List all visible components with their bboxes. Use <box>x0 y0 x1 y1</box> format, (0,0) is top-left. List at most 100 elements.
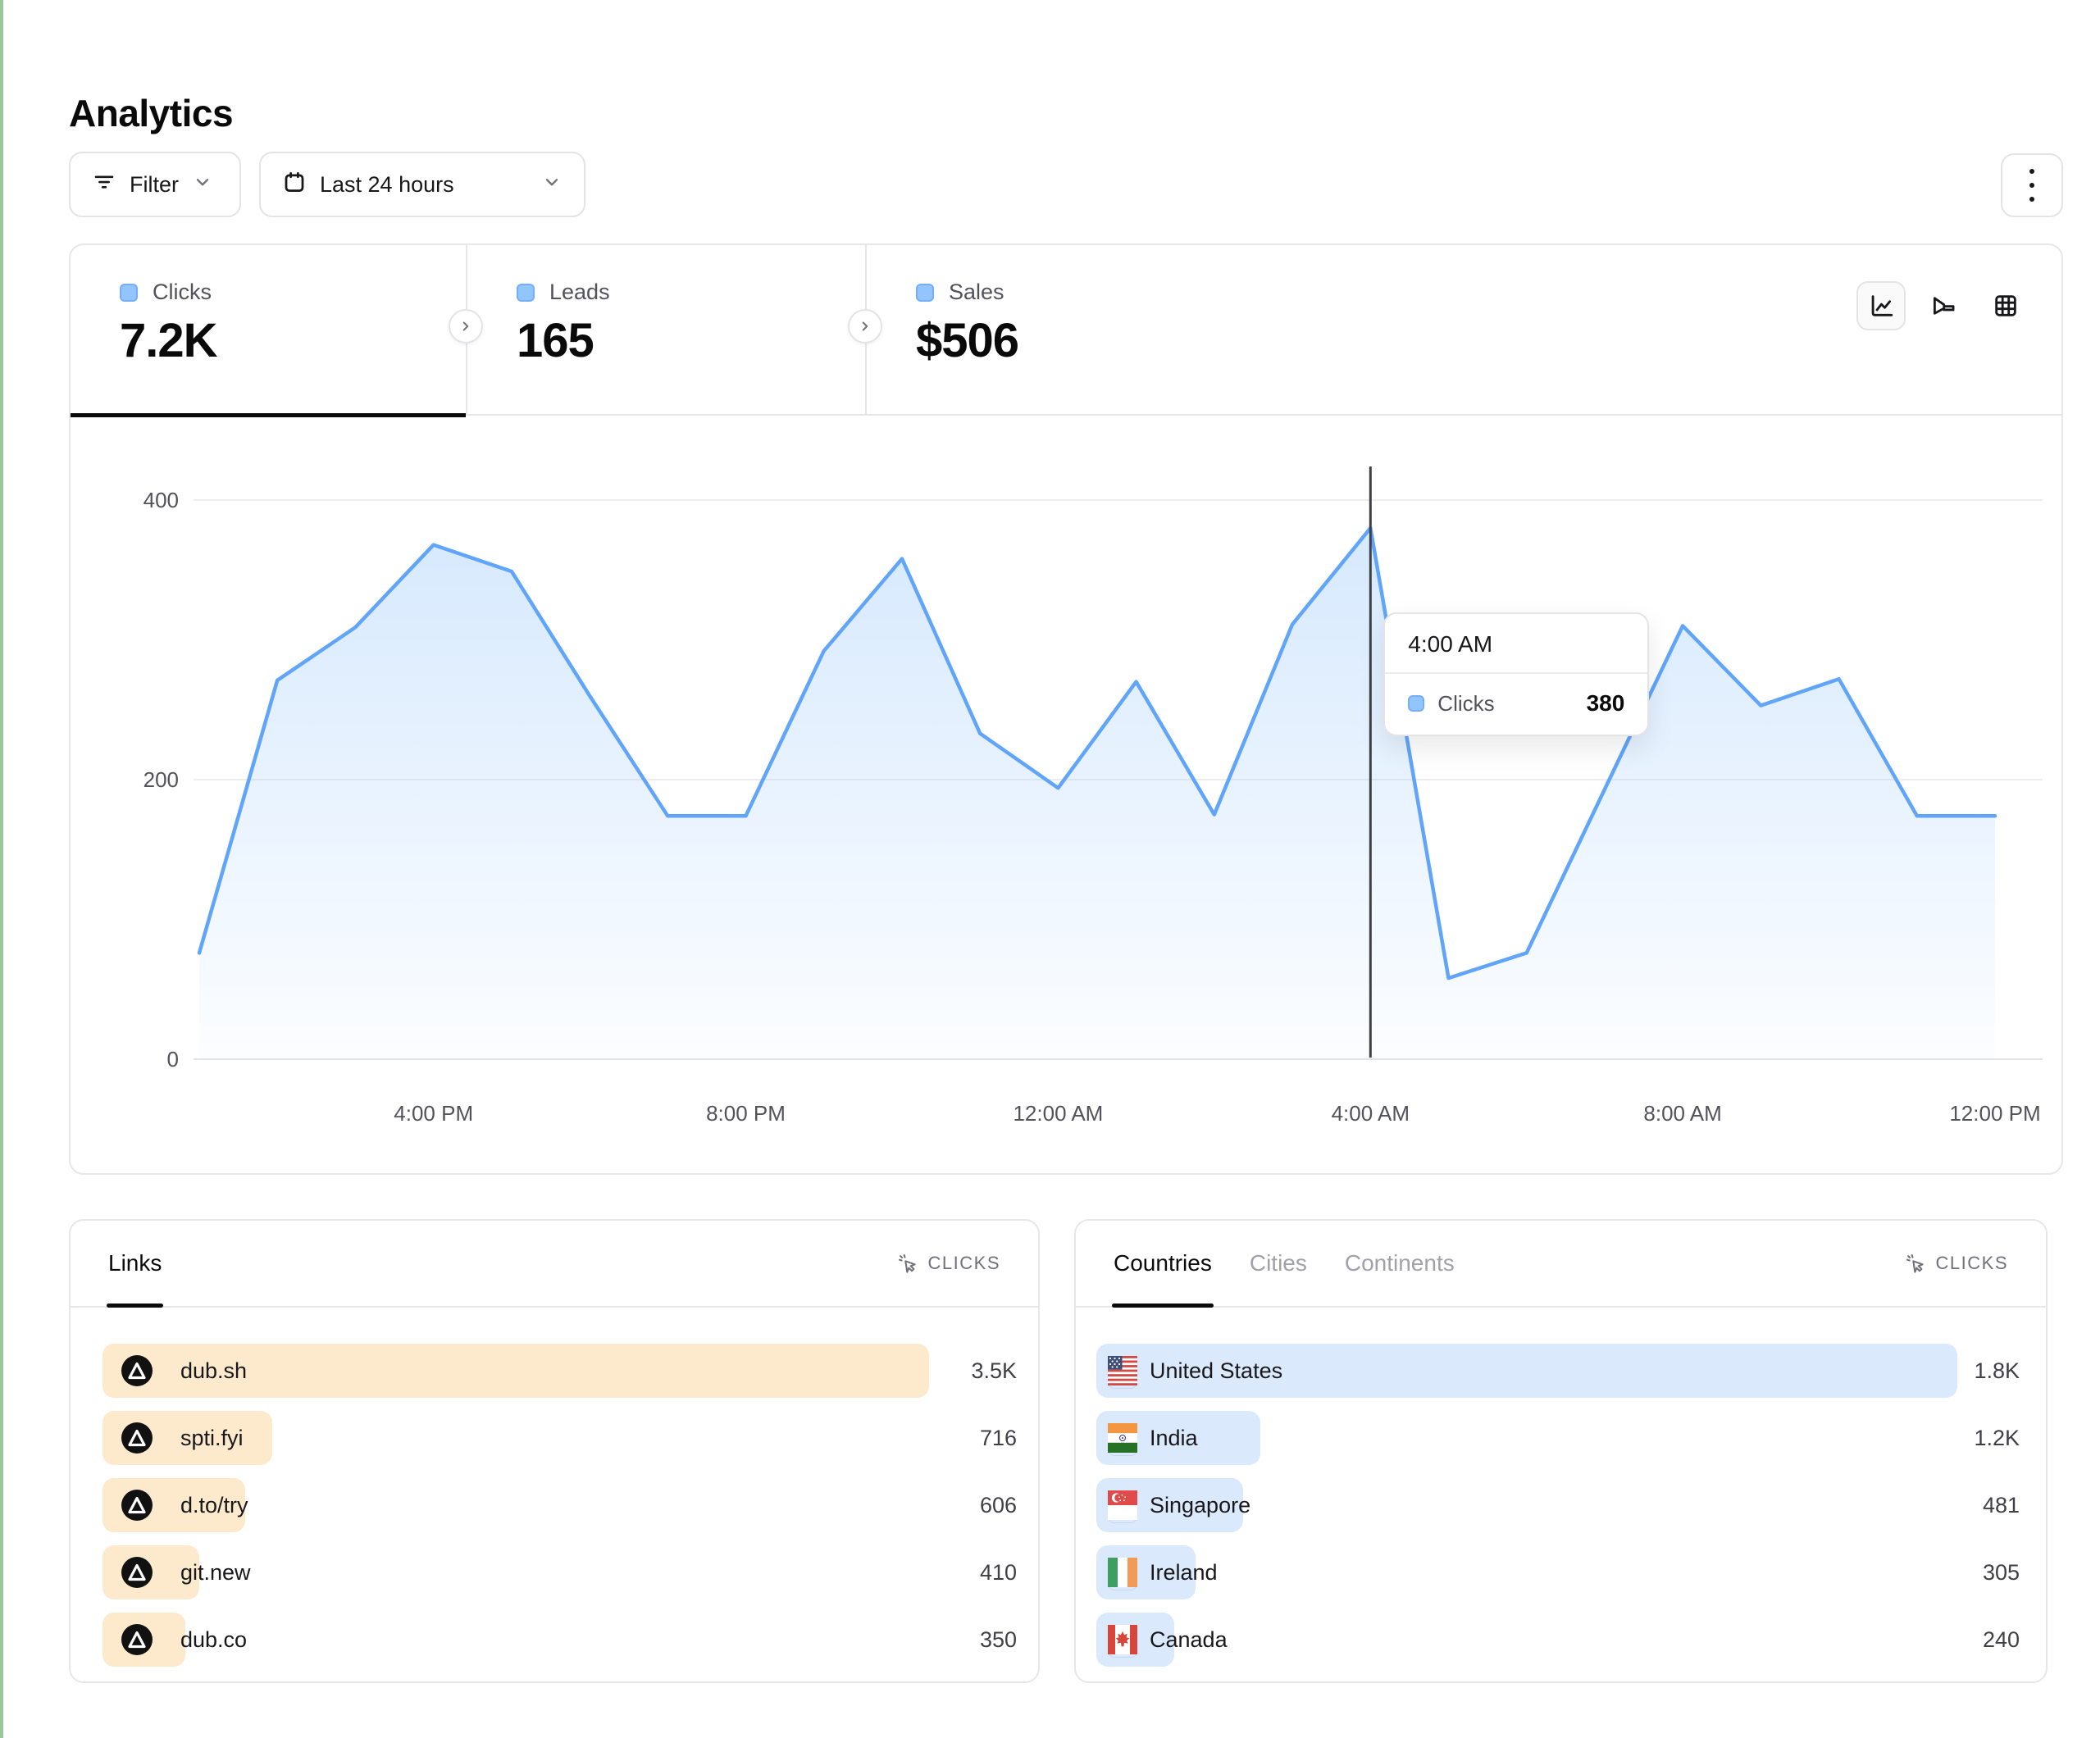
clicks-value: 7.2K <box>120 314 218 367</box>
country-row[interactable]: Canada 240 <box>1076 1613 2046 1667</box>
link-favicon-dub-logo <box>121 1490 153 1521</box>
country-label: United States <box>1150 1358 1283 1383</box>
left-edge-accent <box>0 0 3 1738</box>
svg-text:4:00 PM: 4:00 PM <box>394 1101 473 1126</box>
link-clicks-bar <box>102 1344 929 1398</box>
table-grid-icon <box>1995 295 2016 316</box>
tab-countries[interactable]: Countries <box>1112 1221 1214 1308</box>
filter-lines-icon <box>92 170 116 200</box>
country-flag <box>1108 1558 1137 1587</box>
svg-text:8:00 AM: 8:00 AM <box>1643 1101 1721 1126</box>
cursor-click-icon <box>1906 1254 1924 1273</box>
link-label: dub.co <box>180 1627 248 1652</box>
tab-clicks[interactable]: Clicks 7.2K <box>71 245 466 417</box>
link-clicks-value: 606 <box>979 1493 1017 1517</box>
link-label: dub.sh <box>180 1358 248 1383</box>
date-range-button[interactable]: Last 24 hours <box>259 152 585 217</box>
tab-clicks-label: Clicks <box>153 280 212 304</box>
links-panel: Links CLICKS dub.sh 3.5K spti.fyi 716 d.to/t… <box>69 1219 1040 1683</box>
tab-links[interactable]: Links <box>106 1221 164 1308</box>
svg-text:8:00 PM: 8:00 PM <box>706 1101 786 1126</box>
clicks-area-chart[interactable]: 0 200 400 4:00 PM 8:00 PM 12:00 AM 4:00 AM 8:00… <box>71 245 2065 1176</box>
tooltip-legend-square <box>1408 695 1425 712</box>
country-row[interactable]: Ireland 305 <box>1076 1545 2046 1599</box>
link-favicon-dub-logo <box>121 1355 153 1386</box>
svg-text:4:00 AM: 4:00 AM <box>1332 1101 1410 1126</box>
country-label: Singapore <box>1150 1493 1251 1517</box>
link-row[interactable]: dub.sh 3.5K <box>71 1344 1038 1398</box>
tab-sales-label: Sales <box>949 280 1004 304</box>
chevron-right-icon <box>862 321 868 331</box>
countries-metric-selector[interactable]: CLICKS <box>1905 1253 2008 1274</box>
chevron-down-icon <box>541 171 563 198</box>
link-favicon-dub-logo <box>121 1557 153 1588</box>
funnel-view-button[interactable] <box>1919 281 1968 330</box>
tab-cities[interactable]: Cities <box>1249 1250 1307 1276</box>
country-clicks-value: 481 <box>1982 1493 2020 1517</box>
country-row[interactable]: India 1.2K <box>1076 1411 2046 1465</box>
date-range-label: Last 24 hours <box>320 171 454 197</box>
link-row[interactable]: git.new 410 <box>71 1545 1038 1599</box>
expand-clicks-button[interactable] <box>449 309 483 344</box>
tab-leads-label: Leads <box>549 280 610 304</box>
chart-tooltip: 4:00 AM Clicks 380 <box>1383 612 1650 736</box>
countries-metric-label: CLICKS <box>1935 1253 2008 1273</box>
link-clicks-value: 3.5K <box>971 1358 1017 1383</box>
country-clicks-value: 1.8K <box>1974 1358 2020 1383</box>
country-clicks-value: 1.2K <box>1974 1426 2020 1450</box>
analytics-card: Clicks 7.2K Leads 165 Sales $506 <box>69 243 2063 1175</box>
flag-ie-icon <box>1108 1558 1137 1590</box>
sales-legend-square <box>916 283 934 302</box>
link-favicon-dub-logo <box>121 1624 153 1655</box>
links-metric-label: CLICKS <box>927 1253 1000 1273</box>
svg-text:400: 400 <box>143 488 179 512</box>
country-clicks-bar <box>1096 1344 1957 1398</box>
leads-value: 165 <box>517 314 594 367</box>
calendar-icon <box>282 170 307 200</box>
kebab-menu-icon <box>2029 169 2034 174</box>
link-label: d.to/try <box>180 1493 248 1517</box>
links-panel-title: Links <box>108 1250 162 1276</box>
flag-sg-icon <box>1108 1490 1137 1523</box>
links-metric-selector[interactable]: CLICKS <box>897 1253 1000 1274</box>
link-label: git.new <box>180 1560 251 1585</box>
filter-button-label: Filter <box>130 171 179 197</box>
chart-view-switcher <box>1856 281 2030 330</box>
more-menu-button[interactable] <box>2001 153 2063 217</box>
svg-text:0: 0 <box>167 1047 179 1071</box>
country-flag <box>1108 1490 1137 1520</box>
link-favicon-dub-logo <box>121 1422 153 1454</box>
flag-in-icon <box>1108 1423 1137 1456</box>
chevron-down-icon <box>192 171 213 198</box>
link-clicks-value: 350 <box>979 1627 1017 1652</box>
country-clicks-value: 305 <box>1982 1560 2020 1585</box>
table-view-button[interactable] <box>1981 281 2030 330</box>
country-flag <box>1108 1625 1137 1654</box>
flag-us-icon <box>1108 1356 1137 1389</box>
svg-text:12:00 AM: 12:00 AM <box>1013 1101 1103 1126</box>
country-flag <box>1108 1423 1137 1453</box>
expand-leads-button[interactable] <box>848 309 882 344</box>
line-chart-view-button[interactable] <box>1856 281 1906 330</box>
country-label: Canada <box>1150 1627 1228 1652</box>
tab-continents[interactable]: Continents <box>1344 1250 1455 1276</box>
page-title: Analytics <box>69 91 234 134</box>
country-flag <box>1108 1356 1137 1385</box>
leads-legend-square <box>517 283 535 302</box>
country-row[interactable]: United States 1.8K <box>1076 1344 2046 1398</box>
clicks-legend-square <box>120 283 138 302</box>
link-row[interactable]: dub.co 350 <box>71 1613 1038 1667</box>
country-row[interactable]: Singapore 481 <box>1076 1478 2046 1532</box>
filter-button[interactable]: Filter <box>69 152 241 217</box>
tooltip-series-label: Clicks <box>1437 690 1495 716</box>
link-row[interactable]: d.to/try 606 <box>71 1478 1038 1532</box>
tooltip-time: 4:00 AM <box>1385 614 1648 674</box>
svg-text:200: 200 <box>143 767 179 792</box>
link-row[interactable]: spti.fyi 716 <box>71 1411 1038 1465</box>
country-clicks-value: 240 <box>1982 1627 2020 1652</box>
link-label: spti.fyi <box>180 1426 244 1450</box>
chevron-right-icon <box>462 321 469 331</box>
tooltip-value: 380 <box>1586 690 1625 716</box>
link-clicks-value: 410 <box>979 1560 1017 1585</box>
flag-ca-icon <box>1108 1625 1137 1658</box>
